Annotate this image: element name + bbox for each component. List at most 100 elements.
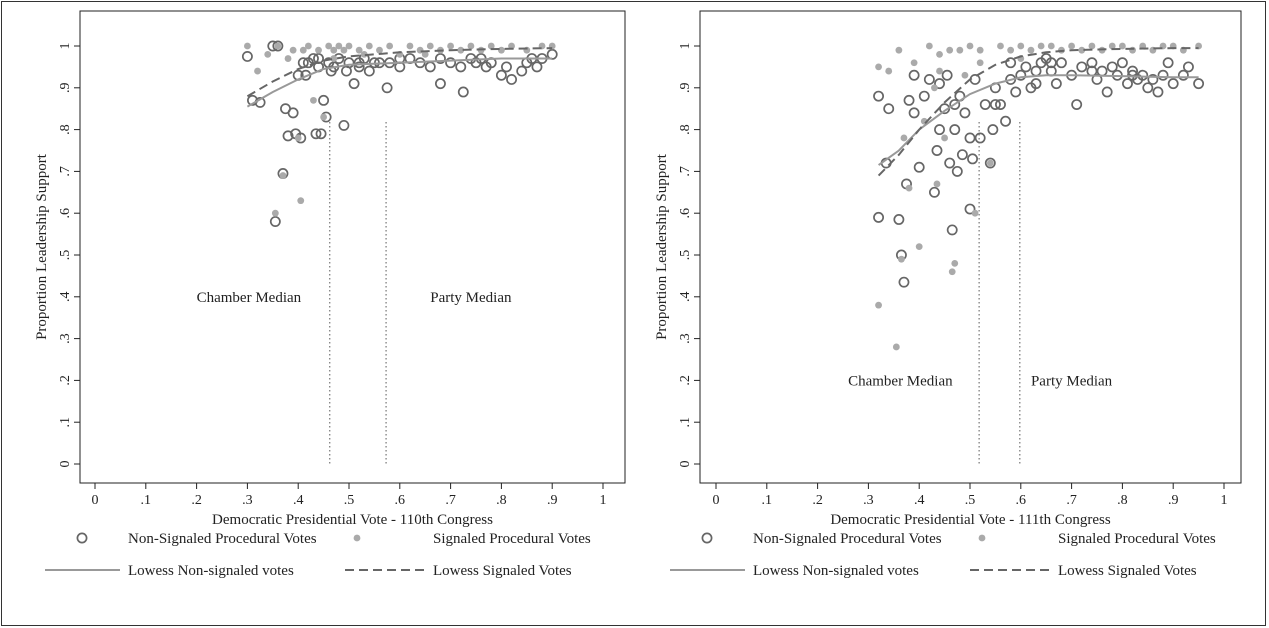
legend: Non-Signaled Procedural Votes Signaled Pr… (45, 531, 591, 579)
data-point (951, 259, 959, 267)
y-axis-label: Proportion Leadership Support (34, 153, 50, 340)
legend-label: Lowess Non-signaled votes (753, 563, 919, 579)
data-point (948, 268, 956, 276)
y-tick-label: .1 (678, 417, 693, 428)
x-tick-label: .4 (914, 493, 925, 508)
x-tick-label: .5 (965, 493, 976, 508)
data-point (1101, 86, 1113, 98)
data-point (1055, 57, 1067, 69)
annotation-label: Party Median (1031, 373, 1113, 389)
data-point (971, 209, 979, 217)
data-point (310, 128, 322, 140)
legend-label: Non-Signaled Procedural Votes (753, 531, 942, 547)
data-point (903, 94, 915, 106)
data-point (335, 42, 343, 50)
data-point (360, 50, 368, 58)
y-tick-label: 0 (678, 461, 693, 468)
legend-marker (353, 534, 361, 542)
data-point (376, 46, 383, 54)
legend-label: Signaled Procedural Votes (433, 531, 591, 547)
data-point (885, 67, 893, 75)
data-point (244, 42, 251, 50)
legend-label: Lowess Non-signaled votes (128, 563, 294, 579)
series-1 (873, 53, 1205, 288)
data-point (987, 124, 999, 136)
y-tick-label: 1 (678, 43, 693, 50)
data-point (961, 71, 969, 79)
data-point (1157, 69, 1169, 81)
data-point (936, 67, 943, 75)
legend-label: Lowess Signaled Votes (1058, 563, 1197, 579)
data-point (898, 255, 905, 263)
data-point (345, 42, 353, 50)
y-tick-label: .3 (678, 333, 693, 344)
legend-label: Lowess Signaled Votes (433, 563, 572, 579)
data-point (1037, 42, 1045, 50)
x-tick-label: .4 (293, 493, 304, 508)
data-point (956, 149, 968, 161)
data-point (1152, 86, 1164, 98)
y-tick-label: .3 (58, 333, 73, 344)
y-tick-label: .6 (678, 208, 693, 219)
data-point (1193, 78, 1205, 90)
data-point (1076, 61, 1088, 73)
data-point (1017, 42, 1025, 50)
data-point (892, 343, 900, 351)
data-point (1047, 42, 1055, 50)
data-point (343, 57, 355, 69)
data-point (289, 46, 297, 54)
data-point (946, 46, 954, 54)
data-point (1050, 78, 1062, 90)
data-point (1162, 57, 1174, 69)
y-tick-label: .5 (58, 250, 73, 261)
y-tick-label: .2 (58, 375, 73, 386)
annotation-label: Chamber Median (848, 373, 953, 389)
data-point (348, 78, 360, 90)
data-point (508, 42, 515, 50)
data-point (424, 61, 436, 73)
x-tick-label: 0 (92, 493, 99, 508)
data-point (271, 209, 279, 217)
data-point (299, 46, 307, 54)
data-point (910, 59, 918, 67)
y-tick-label: 0 (58, 461, 73, 468)
y-axis-label: Proportion Leadership Support (654, 153, 670, 340)
series-line (246, 57, 553, 108)
data-point (941, 69, 953, 81)
x-tick-label: 1 (1221, 493, 1228, 508)
data-point (1137, 69, 1149, 81)
data-point (949, 99, 961, 110)
legend: Non-Signaled Procedural Votes Signaled Pr… (670, 531, 1216, 579)
data-point (959, 107, 971, 119)
x-tick-label: .6 (395, 493, 406, 508)
data-point (434, 53, 446, 64)
y-tick-label: .8 (678, 124, 693, 135)
y-tick-label: .9 (58, 83, 73, 94)
data-point (928, 186, 940, 198)
data-point (363, 65, 375, 77)
x-tick-label: .3 (242, 493, 253, 508)
data-point (1071, 99, 1083, 110)
x-tick-label: .7 (1066, 493, 1077, 508)
data-point (320, 113, 327, 121)
data-point (1142, 82, 1154, 94)
data-point (381, 82, 393, 94)
data-point (873, 90, 885, 102)
y-tick-label: .2 (678, 375, 693, 386)
x-tick-label: .2 (191, 493, 202, 508)
plot-area (79, 10, 626, 484)
series-4 (877, 47, 1199, 177)
data-point (421, 50, 429, 58)
data-point (501, 61, 512, 73)
data-point (1010, 86, 1022, 98)
data-point (1005, 57, 1017, 69)
series-2 (875, 42, 1202, 351)
data-point (933, 180, 941, 188)
data-point (913, 161, 925, 173)
y-tick-label: .8 (58, 124, 73, 135)
series-line (246, 47, 553, 98)
data-point (915, 243, 923, 251)
x-tick-label: .1 (762, 493, 773, 508)
series-4 (246, 47, 553, 98)
